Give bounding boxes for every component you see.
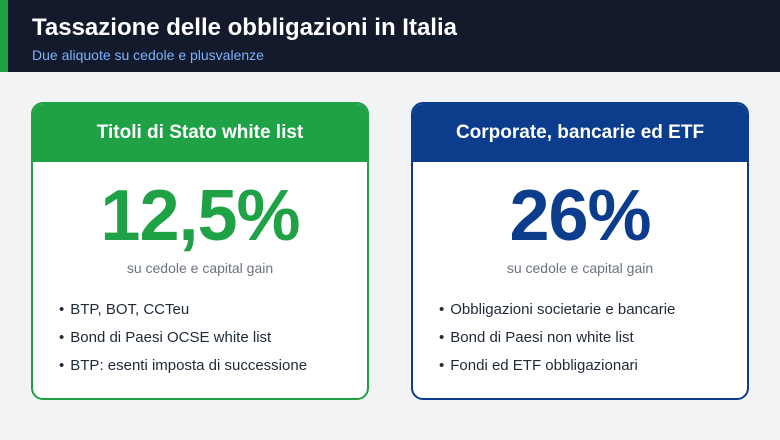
card-title: Titoli di Stato white list bbox=[33, 104, 367, 162]
bullet-icon: • bbox=[439, 329, 445, 346]
tax-rate-note: su cedole e capital gain bbox=[506, 260, 654, 276]
header-banner: Tassazione delle obbligazioni in Italia … bbox=[0, 0, 780, 72]
bullet-list: • Obbligazioni societarie e bancarie • Bon… bbox=[413, 296, 747, 380]
list-item-text: BTP: esenti imposta di successione bbox=[70, 357, 308, 374]
list-item: • BTP: esenti imposta di successione bbox=[59, 352, 367, 380]
bullet-icon: • bbox=[59, 329, 65, 346]
list-item-text: Bond di Paesi OCSE white list bbox=[70, 329, 272, 346]
card-title: Corporate, bancarie ed ETF bbox=[413, 104, 747, 162]
tax-rate-note: su cedole e capital gain bbox=[126, 260, 274, 276]
list-item-text: Obbligazioni societarie e bancarie bbox=[450, 301, 676, 318]
bullet-icon: • bbox=[439, 301, 445, 318]
bullet-icon: • bbox=[59, 357, 65, 374]
tax-rate: 12,5% bbox=[100, 176, 300, 256]
list-item: • Obbligazioni societarie e bancarie bbox=[439, 296, 747, 324]
tax-rate: 26% bbox=[509, 176, 651, 256]
list-item: • Fondi ed ETF obbligazionari bbox=[439, 352, 747, 380]
card-corporate-bonds: Corporate, bancarie ed ETF 26% su cedole… bbox=[411, 102, 749, 400]
bullet-list: • BTP, BOT, CCTeu • Bond di Paesi OCSE whi… bbox=[33, 296, 367, 380]
list-item: • Bond di Paesi non white list bbox=[439, 324, 747, 352]
page-subtitle: Due aliquote su cedole e plusvalenze bbox=[32, 47, 264, 63]
page-title: Tassazione delle obbligazioni in Italia bbox=[32, 14, 457, 41]
list-item-text: Bond di Paesi non white list bbox=[450, 329, 634, 346]
list-item-text: Fondi ed ETF obbligazionari bbox=[450, 357, 638, 374]
card-government-bonds: Titoli di Stato white list 12,5% su cedo… bbox=[31, 102, 369, 400]
list-item-text: BTP, BOT, CCTeu bbox=[70, 301, 190, 318]
bullet-icon: • bbox=[439, 357, 445, 374]
list-item: • Bond di Paesi OCSE white list bbox=[59, 324, 367, 352]
list-item: • BTP, BOT, CCTeu bbox=[59, 296, 367, 324]
header-accent-bar bbox=[0, 0, 8, 72]
bullet-icon: • bbox=[59, 301, 65, 318]
